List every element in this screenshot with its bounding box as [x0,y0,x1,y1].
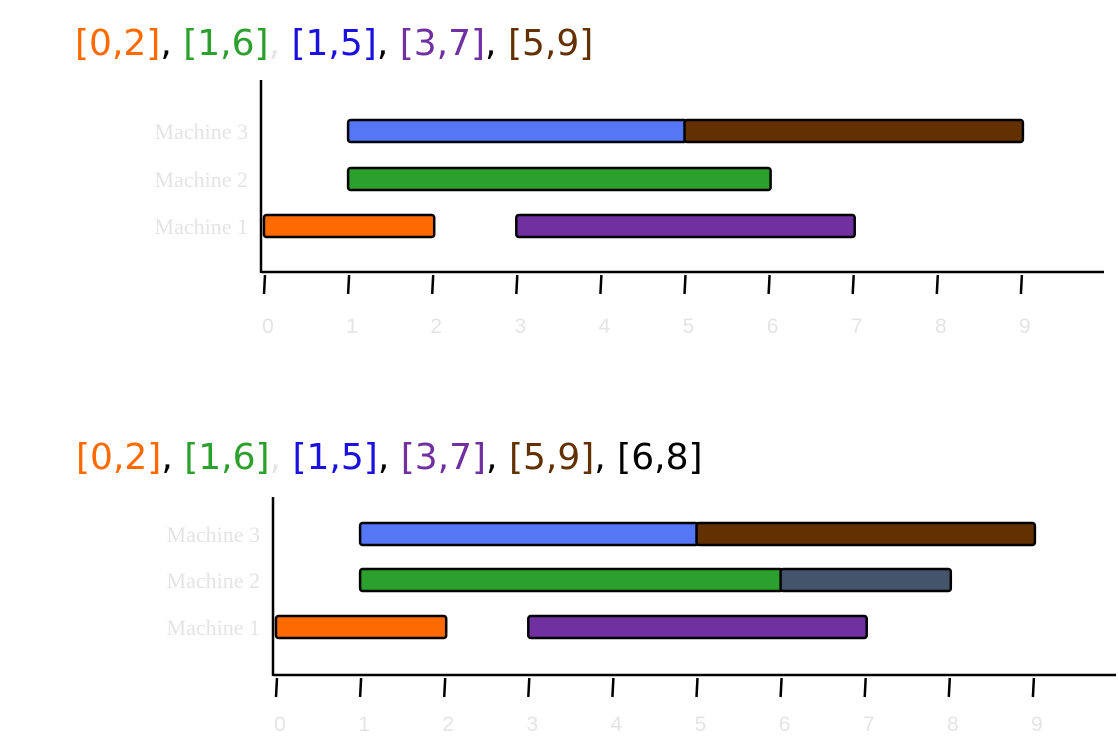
header-segment: [1,6] [183,23,268,64]
x-tick-label: 1 [358,713,370,736]
x-tick-mark [767,274,771,295]
x-tick-mark [599,274,603,295]
header-segment: [1,6] [184,437,269,478]
interval-list-header: [0,2], [1,6], [1,5], [3,7], [5,9], [6,8] [76,437,703,478]
x-tick-mark [683,274,687,295]
x-tick-mark [430,274,435,295]
x-tick-label: 0 [274,713,286,736]
x-tick-label: 9 [1019,315,1031,338]
x-tick-mark [527,677,531,698]
interval-bar-1-5 [346,118,688,144]
header-segment: , [594,437,617,478]
machine-label: Machine 3 [155,119,248,144]
panel-1: [0,2], [1,6], [1,5], [3,7], [5,9] 0 1 2 3 4 5 6… [75,23,1104,338]
interval-bar-1-6 [358,567,784,593]
header-segment: [3,7] [400,23,485,64]
x-tick-label: 2 [430,315,442,338]
interval-bar-0-2 [274,614,448,640]
interval-bar-3-7 [515,213,856,239]
header-segment: [3,7] [401,437,486,478]
header-segment: , [269,23,292,64]
x-tick-mark [935,274,940,295]
header-segment: , [378,437,401,478]
x-tick-label: 6 [779,713,791,736]
x-tick-mark [1019,274,1024,295]
x-tick-label: 6 [767,315,779,338]
x-tick-mark [262,274,267,295]
machine-label: Machine 2 [167,568,260,593]
header-segment: [1,5] [291,23,376,64]
x-tick-mark [695,677,699,698]
x-tick-mark [442,677,447,698]
header-segment: , [485,23,508,64]
x-tick-label: 0 [262,315,274,338]
interval-bar-0-2 [262,213,436,239]
x-tick-mark [779,677,783,698]
header-segment: , [377,23,400,64]
machine-label: Machine 3 [167,522,260,547]
x-tick-mark [611,677,615,698]
header-segment: , [161,437,184,478]
x-tick-mark [515,274,519,295]
interval-list-header: [0,2], [1,6], [1,5], [3,7], [5,9] [75,23,593,64]
x-tick-mark [358,677,363,698]
interval-bar-6-8 [779,567,953,593]
x-tick-label: 9 [1031,713,1043,736]
header-segment: [0,2] [75,23,160,64]
machine-label: Machine 1 [155,214,248,239]
header-segment: [1,5] [292,437,377,478]
x-tick-label: 4 [611,713,623,736]
x-tick-mark [851,274,855,295]
x-tick-label: 7 [851,315,863,338]
header-segment: [5,9] [508,23,593,64]
header-segment: [6,8] [617,437,702,478]
header-segment: , [160,23,183,64]
header-segment: , [270,437,293,478]
interval-bar-5-9 [683,118,1025,144]
x-tick-label: 2 [442,713,454,736]
x-tick-label: 5 [695,713,707,736]
x-tick-label: 4 [599,315,611,338]
header-segment: [5,9] [509,437,594,478]
interval-bar-5-9 [695,521,1037,547]
x-tick-label: 8 [947,713,959,736]
interval-bar-1-6 [346,166,772,192]
x-tick-mark [947,677,952,698]
x-tick-label: 8 [935,315,947,338]
header-segment: , [486,437,509,478]
x-tick-label: 7 [863,713,875,736]
x-tick-label: 3 [526,713,538,736]
x-tick-mark [346,274,351,295]
x-tick-label: 5 [683,315,695,338]
interval-bar-3-7 [527,614,868,640]
machine-label: Machine 2 [155,167,248,192]
x-tick-mark [863,677,867,698]
x-tick-mark [1031,677,1036,698]
x-tick-label: 1 [346,315,358,338]
machine-label: Machine 1 [167,615,260,640]
header-segment: [0,2] [76,437,161,478]
panel-2: [0,2], [1,6], [1,5], [3,7], [5,9], [6,8]… [76,437,1116,736]
x-tick-mark [274,677,279,698]
interval-bar-1-5 [358,521,700,547]
x-tick-label: 3 [514,315,526,338]
